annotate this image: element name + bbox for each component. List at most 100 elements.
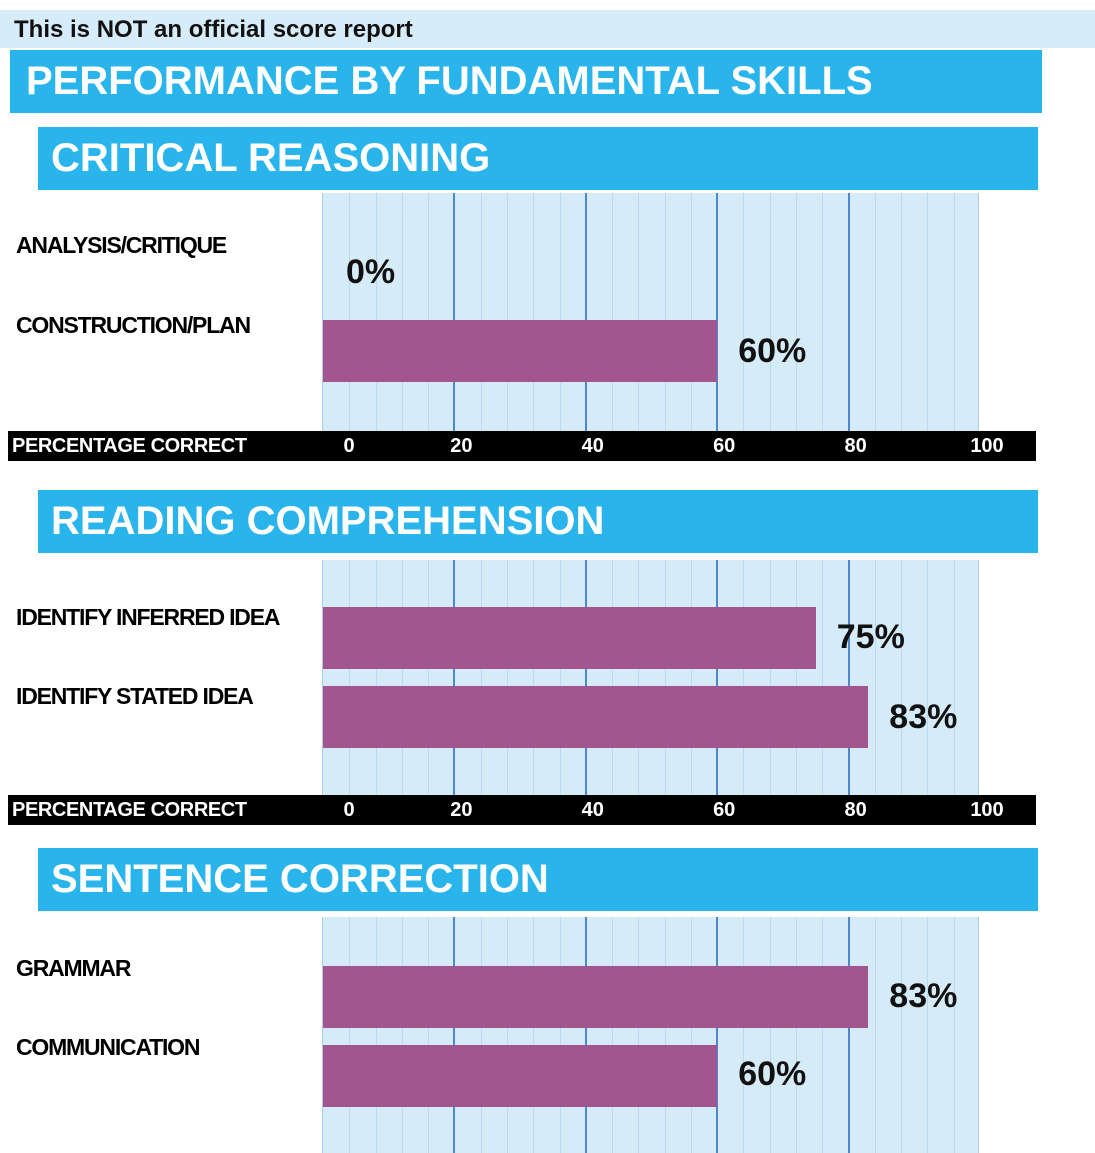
minor-gridline bbox=[901, 917, 903, 1153]
minor-gridline bbox=[927, 560, 929, 797]
x-tick-label: 20 bbox=[450, 435, 473, 457]
major-gridline bbox=[584, 917, 587, 1153]
minor-gridline bbox=[349, 193, 351, 433]
disclaimer-banner: This is NOT an official score report bbox=[0, 10, 1095, 48]
major-gridline bbox=[847, 917, 850, 1153]
value-label: 83% bbox=[889, 977, 958, 1015]
x-tick-label: 80 bbox=[844, 799, 867, 821]
x-axis-title: PERCENTAGE CORRECT bbox=[12, 799, 247, 821]
value-label: 83% bbox=[889, 698, 958, 736]
minor-gridline bbox=[349, 917, 351, 1153]
x-tick-label: 40 bbox=[581, 799, 604, 821]
minor-gridline bbox=[480, 917, 482, 1153]
minor-gridline bbox=[638, 193, 640, 433]
category-label: COMMUNICATION bbox=[16, 1034, 200, 1060]
minor-gridline bbox=[401, 193, 403, 433]
page-title: PERFORMANCE BY FUNDAMENTAL SKILLS bbox=[10, 50, 1042, 113]
minor-gridline bbox=[769, 560, 771, 797]
minor-gridline bbox=[874, 917, 876, 1153]
minor-gridline bbox=[953, 917, 955, 1153]
x-tick-label: 100 bbox=[970, 799, 1004, 821]
bar-construction-plan bbox=[323, 320, 718, 382]
plot-area bbox=[322, 193, 979, 433]
plot-area bbox=[322, 560, 979, 797]
x-tick-label: 20 bbox=[450, 799, 473, 821]
minor-gridline bbox=[428, 917, 430, 1153]
x-axis: PERCENTAGE CORRECT 0 20 40 60 80 100 bbox=[8, 795, 1036, 825]
minor-gridline bbox=[927, 193, 929, 433]
minor-gridline bbox=[822, 193, 824, 433]
minor-gridline bbox=[559, 917, 561, 1153]
category-label: ANALYSIS/CRITIQUE bbox=[16, 232, 227, 258]
minor-gridline bbox=[901, 193, 903, 433]
minor-gridline bbox=[428, 560, 430, 797]
x-tick-label: 0 bbox=[343, 435, 355, 457]
major-gridline bbox=[716, 560, 719, 797]
minor-gridline bbox=[506, 917, 508, 1153]
value-label: 60% bbox=[738, 1055, 807, 1093]
minor-gridline bbox=[375, 917, 377, 1153]
x-tick-label: 100 bbox=[970, 435, 1004, 457]
minor-gridline bbox=[796, 560, 798, 797]
minor-gridline bbox=[638, 917, 640, 1153]
minor-gridline bbox=[953, 560, 955, 797]
minor-gridline bbox=[769, 917, 771, 1153]
minor-gridline bbox=[953, 193, 955, 433]
bar-identify-inferred-idea bbox=[323, 607, 816, 669]
minor-gridline bbox=[401, 560, 403, 797]
x-tick-label: 40 bbox=[581, 435, 604, 457]
minor-gridline bbox=[664, 193, 666, 433]
major-gridline bbox=[453, 560, 456, 797]
value-label: 0% bbox=[346, 253, 396, 291]
minor-gridline bbox=[690, 193, 692, 433]
minor-gridline bbox=[375, 193, 377, 433]
x-tick-label: 60 bbox=[713, 799, 736, 821]
x-axis-title: PERCENTAGE CORRECT bbox=[12, 435, 247, 457]
minor-gridline bbox=[743, 193, 745, 433]
major-gridline bbox=[584, 560, 587, 797]
bar-identify-stated-idea bbox=[323, 686, 869, 748]
minor-gridline bbox=[428, 193, 430, 433]
bar-grammar bbox=[323, 966, 869, 1028]
x-axis: PERCENTAGE CORRECT 0 20 40 60 80 100 bbox=[8, 431, 1036, 461]
minor-gridline bbox=[401, 917, 403, 1153]
minor-gridline bbox=[612, 560, 614, 797]
minor-gridline bbox=[690, 917, 692, 1153]
major-gridline bbox=[453, 917, 456, 1153]
minor-gridline bbox=[769, 193, 771, 433]
major-gridline bbox=[847, 193, 850, 433]
minor-gridline bbox=[533, 193, 535, 433]
minor-gridline bbox=[638, 560, 640, 797]
minor-gridline bbox=[901, 560, 903, 797]
minor-gridline bbox=[559, 193, 561, 433]
section-title: SENTENCE CORRECTION bbox=[38, 848, 1038, 911]
minor-gridline bbox=[612, 193, 614, 433]
minor-gridline bbox=[690, 560, 692, 797]
minor-gridline bbox=[612, 917, 614, 1153]
category-label: CONSTRUCTION/PLAN bbox=[16, 312, 251, 338]
bar-communication bbox=[323, 1045, 718, 1107]
x-tick-label: 0 bbox=[343, 799, 355, 821]
minor-gridline bbox=[822, 917, 824, 1153]
major-gridline bbox=[453, 193, 456, 433]
minor-gridline bbox=[927, 917, 929, 1153]
minor-gridline bbox=[533, 560, 535, 797]
minor-gridline bbox=[506, 193, 508, 433]
minor-gridline bbox=[796, 193, 798, 433]
section-title: CRITICAL REASONING bbox=[38, 127, 1038, 190]
x-tick-label: 80 bbox=[844, 435, 867, 457]
major-gridline bbox=[847, 560, 850, 797]
value-label: 75% bbox=[836, 618, 905, 656]
category-label: GRAMMAR bbox=[16, 955, 131, 981]
minor-gridline bbox=[506, 560, 508, 797]
minor-gridline bbox=[375, 560, 377, 797]
minor-gridline bbox=[480, 193, 482, 433]
minor-gridline bbox=[796, 917, 798, 1153]
minor-gridline bbox=[743, 917, 745, 1153]
x-tick-label: 60 bbox=[713, 435, 736, 457]
minor-gridline bbox=[664, 917, 666, 1153]
value-label: 60% bbox=[738, 332, 807, 370]
minor-gridline bbox=[480, 560, 482, 797]
minor-gridline bbox=[664, 560, 666, 797]
minor-gridline bbox=[349, 560, 351, 797]
